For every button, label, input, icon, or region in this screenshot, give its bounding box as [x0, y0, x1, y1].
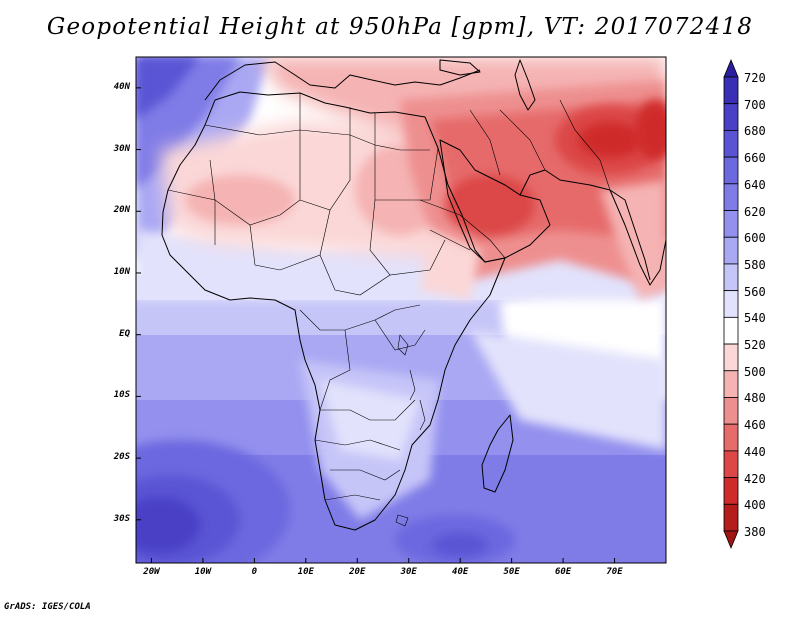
lat-tick-label: 30N: [113, 143, 130, 154]
colorbar-swatch: [723, 236, 739, 265]
lat-tick-label: EQ: [119, 328, 130, 339]
colorbar-swatch: [723, 76, 739, 105]
lon-tick-label: 20E: [349, 567, 366, 577]
lat-tick-label: 20S: [113, 452, 130, 463]
colorbar-level-label: 660: [744, 151, 766, 166]
colorbar-level-label: 380: [744, 525, 766, 539]
map-title: Geopotential Height at 950hPa [gpm], VT:…: [46, 14, 754, 40]
colorbar-level-label: 560: [744, 284, 766, 299]
geopotential-field: [136, 57, 666, 563]
colorbar-swatch: [723, 450, 739, 478]
lon-tick-label: 0: [251, 567, 258, 577]
colorbar-swatch: [723, 263, 739, 292]
colorbar-swatch: [723, 156, 739, 185]
colorbar-level-label: 440: [744, 444, 766, 459]
colorbar-level-label: 420: [744, 471, 766, 486]
colorbar-swatch: [723, 290, 739, 318]
colorbar-swatch: [723, 423, 739, 452]
colorbar-level-label: 460: [744, 418, 766, 433]
country-borders: [167, 93, 611, 527]
lon-tick-label: 10E: [297, 567, 314, 577]
colorbar-level-label: 620: [744, 204, 766, 219]
colorbar-level-label: 600: [744, 231, 766, 246]
colorbar-swatch: [723, 477, 739, 505]
colorbar-swatch: [723, 210, 739, 238]
credit-text: GrADS: IGES/COLA: [4, 602, 91, 612]
colorbar-level-label: 480: [744, 391, 766, 406]
colorbar-level-label: 640: [744, 177, 766, 192]
map-plot-area: [136, 57, 666, 563]
colorbar-swatch: [723, 103, 739, 131]
colorbar-swatch: [723, 503, 739, 532]
colorbar-min-arrow: [723, 530, 739, 550]
colorbar-level-label: 540: [744, 311, 766, 326]
lon-tick-label: 10W: [194, 567, 212, 577]
colorbar-max-arrow: [723, 58, 739, 78]
colorbar-swatch: [723, 316, 739, 345]
lon-tick-label: 20W: [143, 567, 160, 577]
lat-tick-label: 40N: [113, 81, 130, 92]
lon-tick-marks: [150, 558, 616, 563]
lat-tick-label: 10S: [113, 390, 130, 401]
lon-tick-label: 70E: [606, 567, 623, 577]
lat-tick-label: 20N: [113, 205, 130, 216]
colorbar-level-label: 700: [744, 97, 766, 112]
colorbar-swatch: [723, 130, 739, 158]
colorbar-swatch: [723, 370, 739, 398]
colorbar-swatch: [723, 343, 739, 372]
colorbar-swatch: [723, 183, 739, 211]
colorbar-level-label: 520: [744, 338, 766, 353]
colorbar-swatch: [723, 397, 739, 425]
lat-tick-label: 10N: [113, 266, 130, 277]
plot-frame: [135, 56, 667, 564]
lon-tick-label: 30E: [400, 567, 417, 577]
coastlines: [161, 59, 666, 531]
lat-tick-label: 30S: [113, 513, 130, 524]
colorbar-level-label: 580: [744, 257, 766, 272]
colorbar-level-label: 400: [744, 498, 766, 513]
colorbar-level-label: 720: [744, 71, 766, 85]
lon-tick-label: 60E: [554, 567, 572, 577]
colorbar: [723, 58, 739, 550]
lon-tick-label: 40E: [452, 567, 469, 577]
colorbar-level-label: 680: [744, 124, 766, 139]
lon-tick-label: 50E: [503, 567, 520, 577]
colorbar-level-label: 500: [744, 364, 766, 379]
lat-tick-marks: [136, 87, 141, 521]
